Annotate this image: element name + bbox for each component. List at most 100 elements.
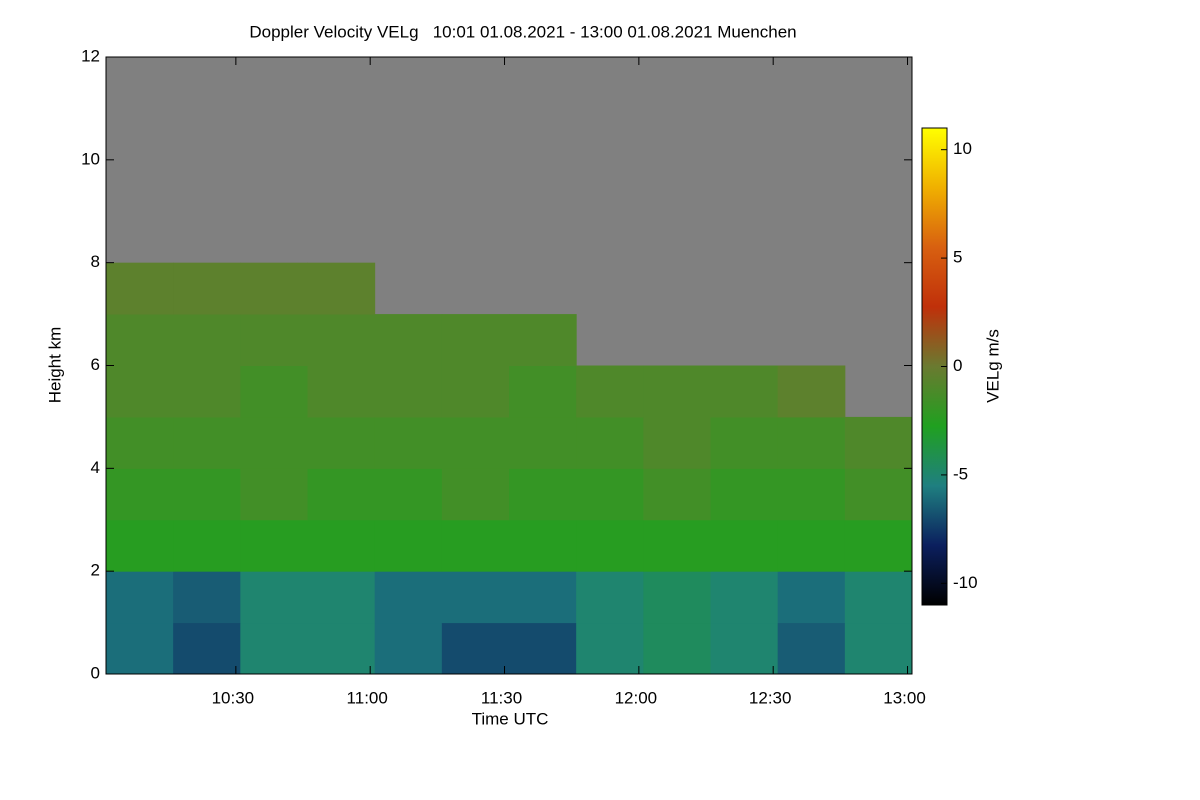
heatmap-cell bbox=[643, 365, 711, 418]
heatmap-cell bbox=[710, 365, 779, 418]
x-tick-label: 13:00 bbox=[883, 688, 926, 707]
heatmap-cell bbox=[374, 468, 443, 521]
heatmap-cell bbox=[173, 519, 241, 572]
heatmap-cell bbox=[710, 416, 779, 469]
heatmap-cell bbox=[374, 571, 443, 624]
heatmap-cell bbox=[106, 416, 174, 469]
heatmap-cell bbox=[307, 571, 376, 624]
heatmap-cell bbox=[710, 622, 779, 675]
heatmap-cell bbox=[710, 519, 779, 572]
heatmap-cell bbox=[240, 571, 308, 624]
heatmap-cell bbox=[307, 416, 376, 469]
heatmap-cell bbox=[509, 571, 577, 624]
heatmap-cell bbox=[509, 468, 577, 521]
heatmap-cell bbox=[710, 571, 779, 624]
heatmap-cell bbox=[173, 262, 241, 315]
colorbar-label: VELg m/s bbox=[983, 329, 1002, 403]
heatmap-cell bbox=[441, 622, 510, 675]
y-axis-label: Height km bbox=[45, 327, 64, 404]
heatmap-cell bbox=[240, 622, 308, 675]
heatmap-cell bbox=[106, 622, 174, 675]
heatmap-cell bbox=[576, 365, 644, 418]
y-tick-label: 10 bbox=[81, 149, 100, 168]
heatmap-cell bbox=[240, 365, 308, 418]
colorbar-tick-label: 10 bbox=[953, 139, 972, 158]
heatmap-cell bbox=[844, 622, 913, 675]
heatmap-cell bbox=[307, 468, 376, 521]
heatmap-cell bbox=[576, 519, 644, 572]
heatmap-cell bbox=[441, 519, 510, 572]
heatmap-cell bbox=[374, 519, 443, 572]
colorbar-tick-label: 5 bbox=[953, 248, 962, 267]
x-tick-label: 10:30 bbox=[212, 688, 255, 707]
heatmap-cell bbox=[509, 314, 577, 366]
heatmap-cell bbox=[106, 365, 174, 418]
heatmap-cell bbox=[441, 365, 510, 418]
heatmap-cell bbox=[240, 468, 308, 521]
heatmap-cell bbox=[173, 468, 241, 521]
y-tick-label: 6 bbox=[91, 355, 100, 374]
heatmap-cell bbox=[777, 519, 846, 572]
heatmap-cell bbox=[643, 571, 711, 624]
heatmap-cell bbox=[576, 416, 644, 469]
heatmap-cell bbox=[844, 519, 913, 572]
heatmap-cell bbox=[844, 571, 913, 624]
heatmap-cell bbox=[710, 468, 779, 521]
heatmap-cell bbox=[240, 416, 308, 469]
heatmap-cell bbox=[777, 571, 846, 624]
y-tick-label: 4 bbox=[91, 458, 100, 477]
x-tick-label: 12:30 bbox=[749, 688, 792, 707]
heatmap-cell bbox=[509, 519, 577, 572]
heatmap-cell bbox=[441, 571, 510, 624]
heatmap-cell bbox=[777, 365, 846, 418]
heatmap-cell bbox=[509, 365, 577, 418]
heatmap-cell bbox=[374, 365, 443, 418]
heatmap-cell bbox=[643, 468, 711, 521]
heatmap-cell bbox=[441, 468, 510, 521]
x-tick-label: 11:30 bbox=[481, 688, 522, 707]
heatmap-cell bbox=[106, 468, 174, 521]
heatmap-cell bbox=[844, 416, 913, 469]
heatmap-cell bbox=[441, 416, 510, 469]
heatmap-cell bbox=[173, 365, 241, 418]
y-tick-label: 2 bbox=[91, 561, 100, 580]
heatmap-cell bbox=[307, 262, 376, 315]
x-axis-label: Time UTC bbox=[472, 709, 549, 728]
heatmap-cell bbox=[643, 519, 711, 572]
heatmap-cell bbox=[576, 571, 644, 624]
heatmap-cell bbox=[374, 622, 443, 675]
heatmap-cell bbox=[576, 468, 644, 521]
heatmap-cell bbox=[777, 622, 846, 675]
colorbar-tick-label: 0 bbox=[953, 356, 962, 375]
heatmap-cell bbox=[240, 262, 308, 315]
chart-title: Doppler Velocity VELg 10:01 01.08.2021 -… bbox=[249, 22, 796, 41]
heatmap-cell bbox=[106, 519, 174, 572]
heatmap-cell bbox=[240, 314, 308, 366]
heatmap-cell bbox=[307, 519, 376, 572]
heatmap-cell bbox=[307, 314, 376, 366]
heatmap-cell bbox=[173, 622, 241, 675]
heatmap-cell bbox=[643, 416, 711, 469]
heatmap-cell bbox=[374, 314, 443, 366]
heatmap-cell bbox=[173, 314, 241, 366]
heatmap-cell bbox=[509, 622, 577, 675]
heatmap-cell bbox=[307, 365, 376, 418]
y-tick-label: 8 bbox=[91, 252, 100, 271]
heatmap-cell bbox=[509, 416, 577, 469]
heatmap-cell bbox=[374, 416, 443, 469]
heatmap-cell bbox=[106, 262, 174, 315]
heatmap-cell bbox=[106, 571, 174, 624]
y-tick-label: 12 bbox=[81, 46, 100, 65]
heatmap-cell bbox=[777, 468, 846, 521]
heatmap-cell bbox=[240, 519, 308, 572]
heatmap-cell bbox=[173, 571, 241, 624]
x-tick-label: 11:00 bbox=[347, 688, 388, 707]
colorbar-tick-label: -10 bbox=[953, 573, 978, 592]
colorbar-tick-label: -5 bbox=[953, 464, 968, 483]
heatmap-cell bbox=[106, 314, 174, 366]
heatmap-cell bbox=[173, 416, 241, 469]
y-tick-label: 0 bbox=[91, 663, 100, 682]
heatmap-cell bbox=[844, 468, 913, 521]
heatmap-cell bbox=[777, 416, 846, 469]
